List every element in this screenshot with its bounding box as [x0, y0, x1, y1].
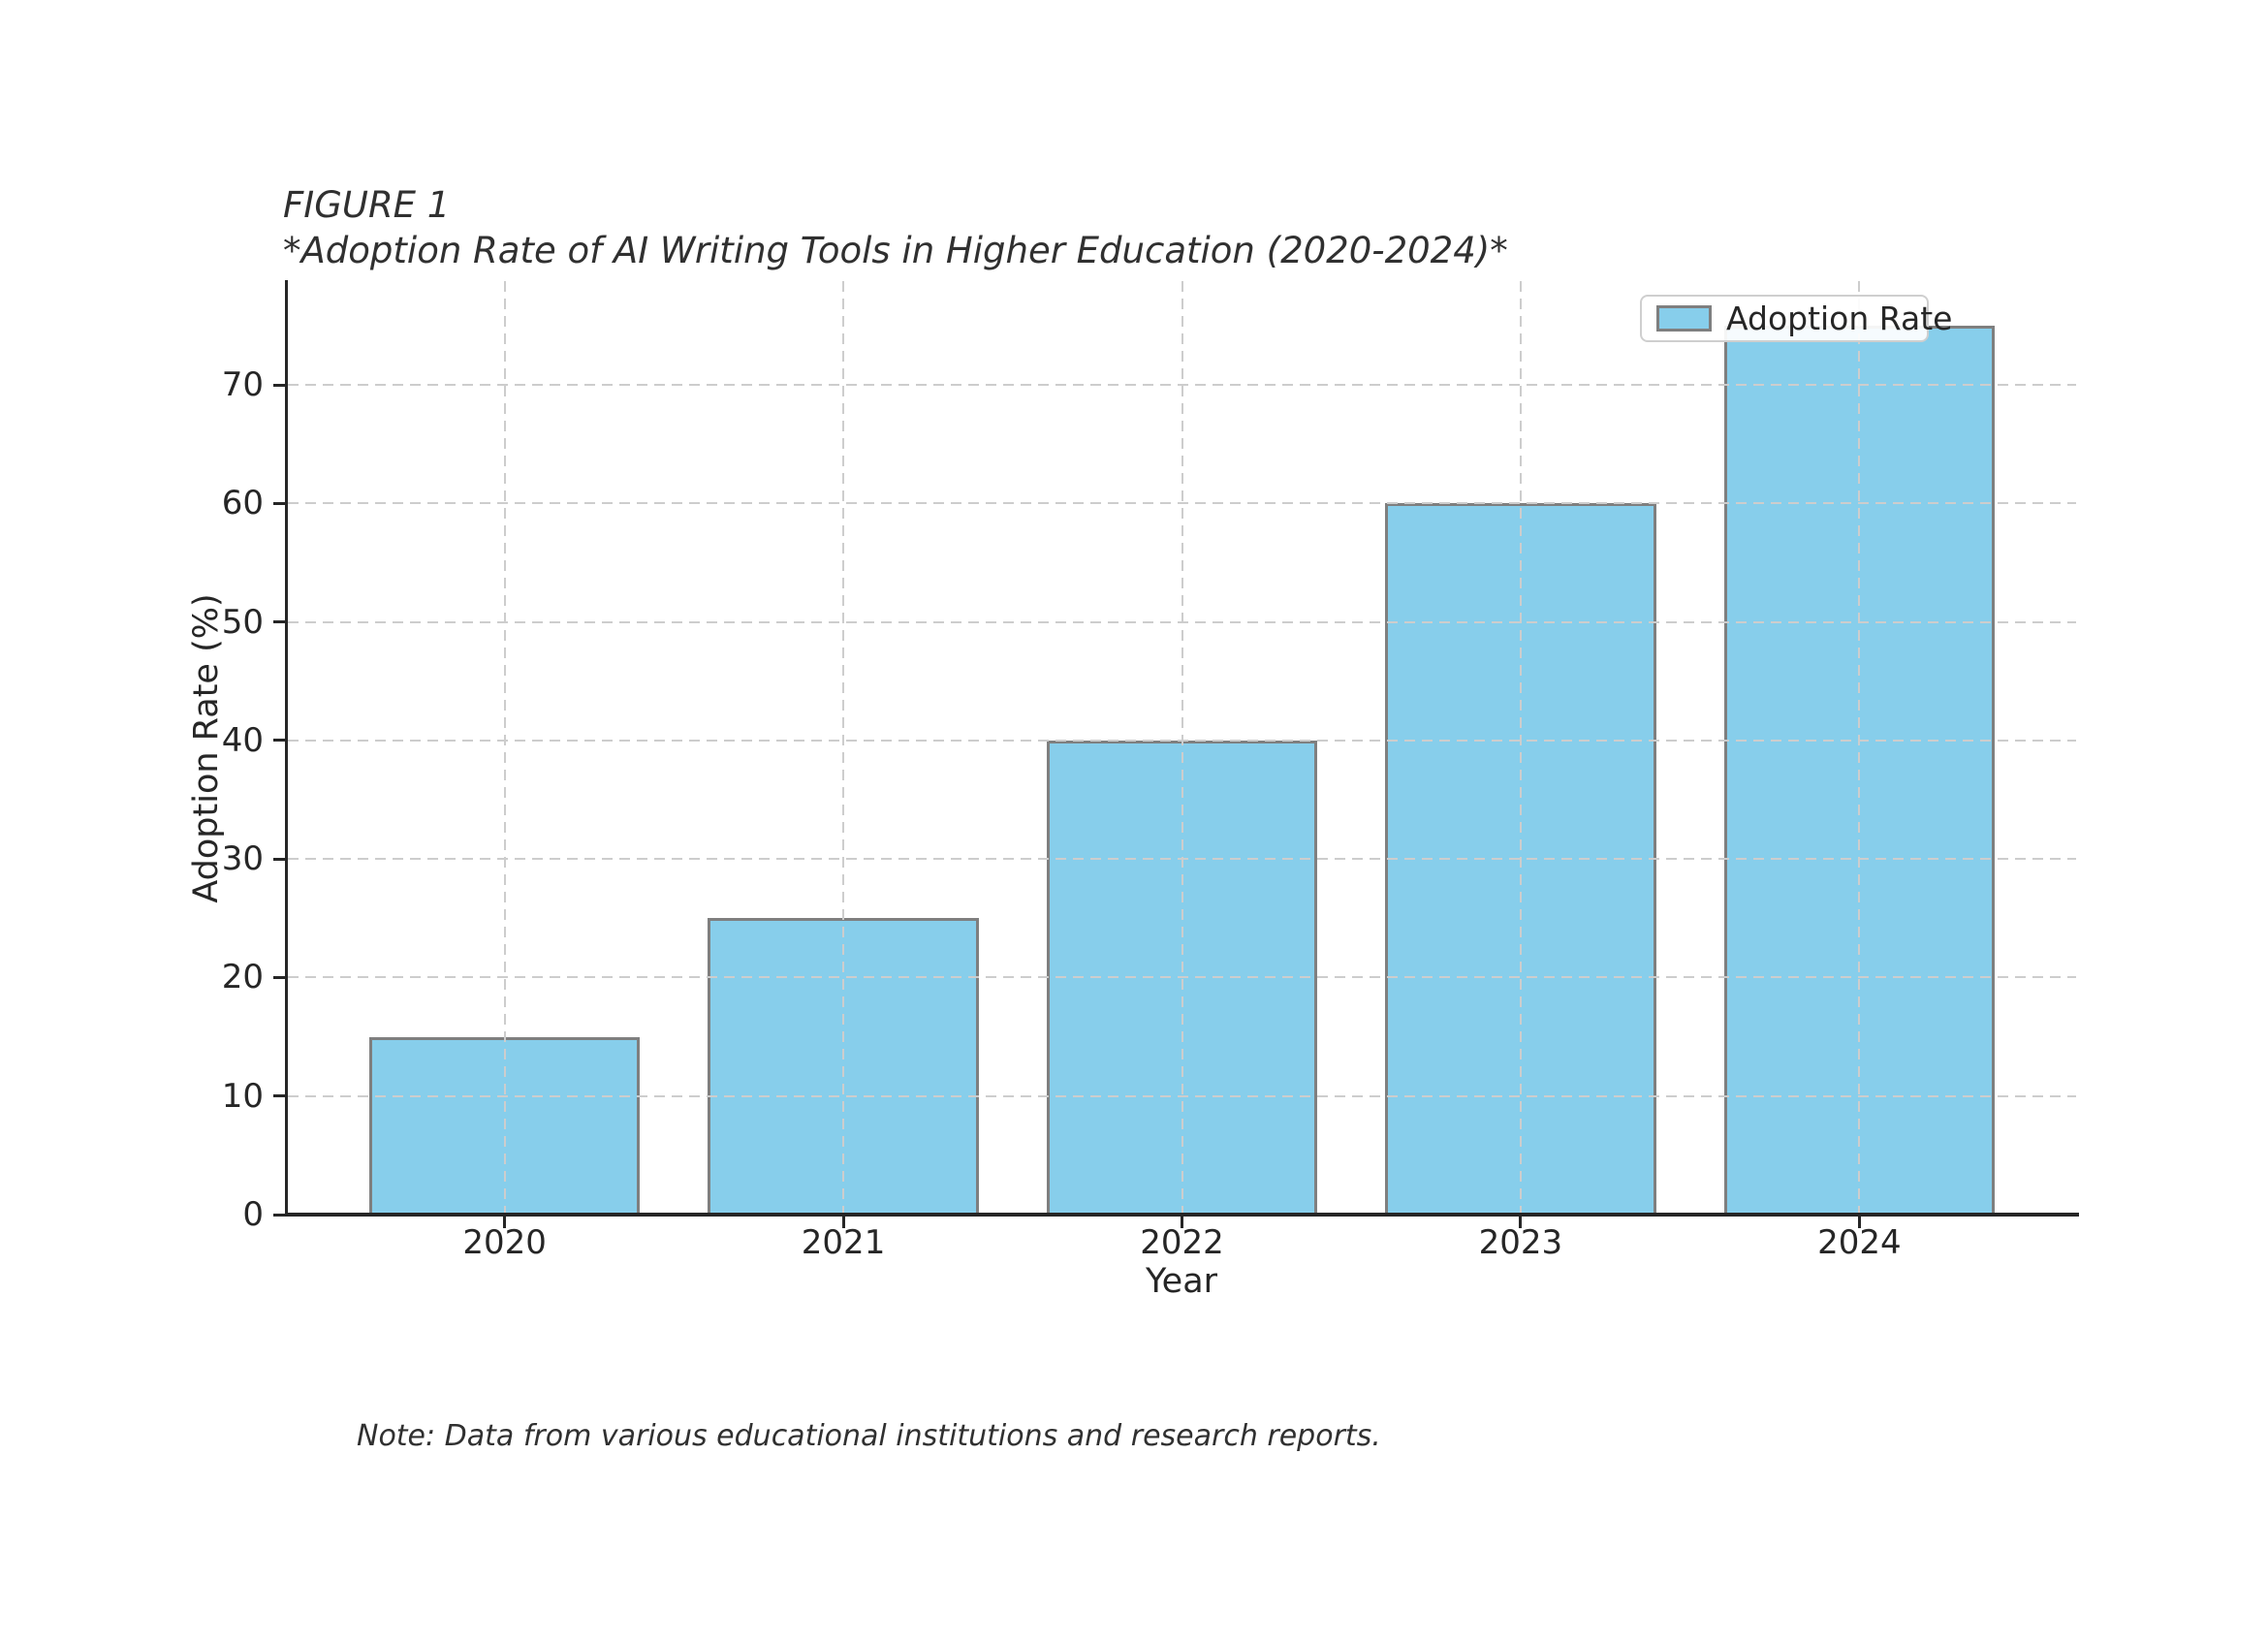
y-tick-mark-40 — [273, 739, 285, 743]
x-tick-mark-2021 — [841, 1217, 845, 1228]
y-axis-label: Adoption Rate (%) — [187, 593, 226, 903]
y-tick-mark-20 — [273, 975, 285, 979]
y-axis-spine — [285, 280, 288, 1217]
y-tick-mark-10 — [273, 1094, 285, 1098]
x-tick-label-2023: 2023 — [1478, 1223, 1563, 1262]
x-tick-label-2021: 2021 — [801, 1223, 886, 1262]
y-tick-label-10: 10 — [221, 1076, 264, 1116]
x-tick-mark-2022 — [1181, 1217, 1183, 1228]
y-tick-label-50: 50 — [221, 602, 264, 642]
x-axis-spine — [285, 1213, 2079, 1217]
x-axis-label: Year — [1145, 1262, 1218, 1301]
figure-title: FIGURE 1 *Adoption Rate of AI Writing To… — [283, 182, 1508, 273]
y-tick-mark-70 — [273, 383, 285, 387]
x-tick-mark-2024 — [1857, 1217, 1861, 1228]
x-tick-label-2022: 2022 — [1140, 1223, 1224, 1262]
figure-title-line2: *Adoption Rate of AI Writing Tools in Hi… — [283, 230, 1508, 271]
gridline-vertical-2023 — [1519, 281, 1522, 1215]
y-tick-label-20: 20 — [221, 958, 264, 997]
x-tick-mark-2020 — [503, 1217, 507, 1228]
figure-title-line1: FIGURE 1 — [283, 184, 451, 226]
y-tick-label-40: 40 — [221, 720, 264, 760]
x-tick-label-2020: 2020 — [462, 1223, 547, 1262]
gridline-vertical-2020 — [503, 281, 506, 1215]
y-tick-label-30: 30 — [221, 839, 264, 879]
figure-note: Note: Data from various educational inst… — [357, 1419, 1381, 1453]
y-tick-mark-50 — [273, 620, 285, 624]
x-tick-label-2024: 2024 — [1817, 1223, 1902, 1262]
x-tick-mark-2023 — [1519, 1217, 1523, 1228]
legend-label: Adoption Rate — [1726, 300, 1953, 337]
y-tick-mark-60 — [273, 501, 285, 505]
gridline-vertical-2022 — [1181, 281, 1183, 1215]
legend: Adoption Rate — [1640, 295, 1952, 342]
y-tick-label-70: 70 — [221, 365, 264, 404]
gridline-vertical-2021 — [842, 281, 845, 1215]
y-tick-mark-30 — [273, 857, 285, 861]
legend-swatch — [1656, 305, 1712, 332]
y-tick-mark-0 — [273, 1213, 285, 1217]
y-tick-label-60: 60 — [221, 484, 264, 523]
y-tick-label-0: 0 — [242, 1195, 264, 1234]
gridline-vertical-2024 — [1858, 281, 1861, 1215]
